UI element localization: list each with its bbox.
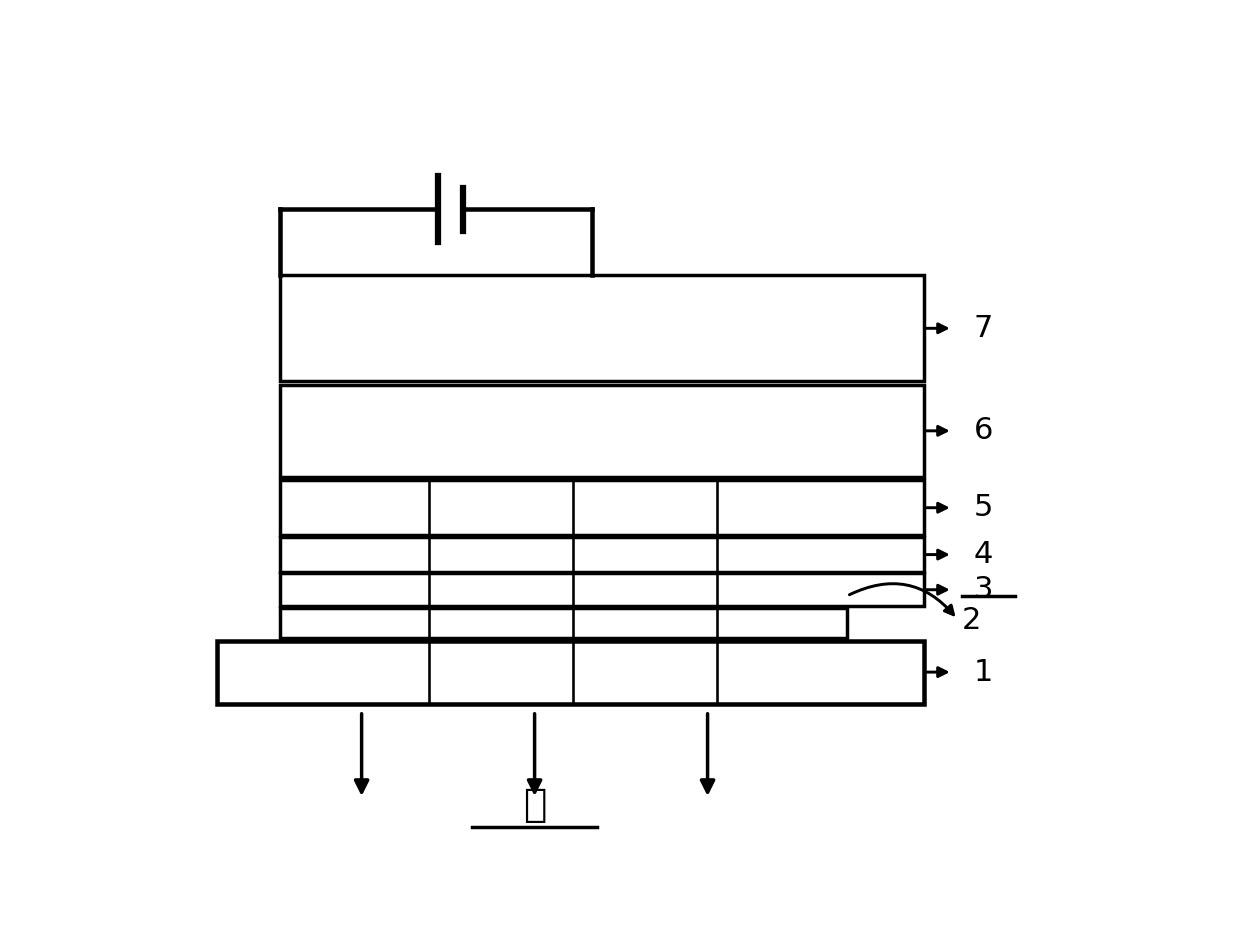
Bar <box>280 573 924 606</box>
Bar <box>280 609 847 638</box>
Bar <box>280 537 924 572</box>
Text: 4: 4 <box>973 540 993 569</box>
Bar <box>280 385 924 476</box>
Bar <box>280 275 924 381</box>
Bar <box>217 641 924 704</box>
Text: 6: 6 <box>973 417 993 445</box>
Bar <box>280 480 924 535</box>
Text: 光: 光 <box>523 786 547 825</box>
Text: 7: 7 <box>973 314 993 342</box>
Text: 5: 5 <box>973 494 993 522</box>
Text: 2: 2 <box>962 607 982 635</box>
Text: 3: 3 <box>973 575 993 604</box>
Text: 1: 1 <box>973 657 993 687</box>
